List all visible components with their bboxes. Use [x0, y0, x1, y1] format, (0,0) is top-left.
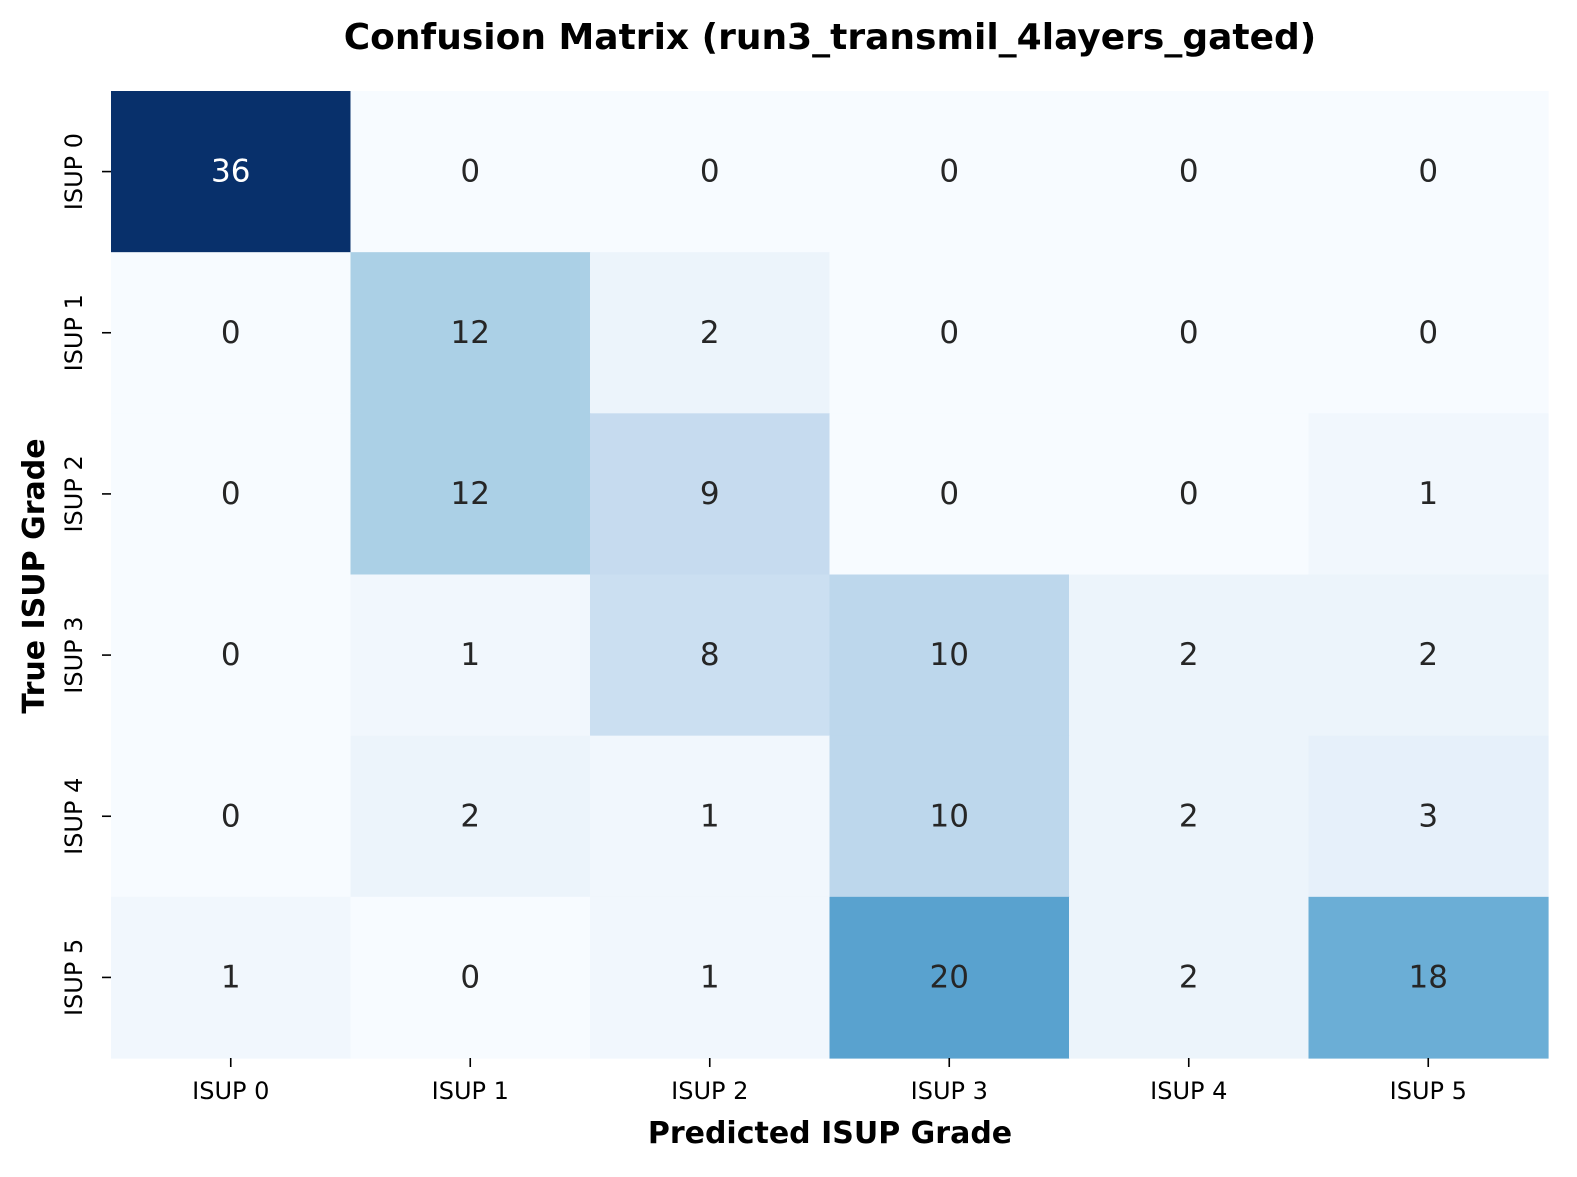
cell-value-label: 0	[1418, 315, 1438, 351]
heatmap-cell	[1308, 735, 1549, 898]
cell-value-label: 0	[939, 154, 959, 190]
cell-value-label: 3	[1418, 798, 1438, 834]
y-axis-ticks: ISUP 0 ISUP 1 ISUP 2 ISUP 3 ISUP 4 ISUP 5	[60, 133, 111, 1016]
heatmap-cell	[829, 413, 1070, 576]
heatmap-cell	[590, 252, 831, 414]
y-tick-label: ISUP 0	[60, 133, 88, 210]
x-axis-label: Predicted ISUP Grade	[648, 1116, 1012, 1151]
cell-value-label: 0	[460, 959, 480, 995]
heatmap-cell-labels: 36 0 0 0 0 00 12 2 0 0 00 12 9 0 0 10 1 8 10 2 20 2 1 10 2 31 0 1 20…	[211, 154, 1448, 996]
heatmap-cell	[350, 735, 591, 898]
cell-value-label: 2	[1179, 637, 1199, 673]
heatmap-cell	[829, 574, 1070, 737]
cell-value-label: 1	[1418, 476, 1438, 512]
cell-value-label: 0	[1179, 476, 1199, 512]
cell-value-label: 8	[700, 637, 720, 673]
cell-value-label: 0	[221, 637, 241, 673]
cell-value-label: 2	[1418, 637, 1438, 673]
heatmap-cell	[1069, 735, 1310, 898]
y-tick-label: ISUP 1	[60, 294, 88, 371]
cell-value-label: 1	[221, 959, 241, 995]
cell-value-label: 12	[451, 476, 490, 512]
cell-value-label: 2	[700, 315, 720, 351]
x-axis-ticks: ISUP 0 ISUP 1 ISUP 2 ISUP 3 ISUP 4 ISUP 5	[192, 1058, 1467, 1105]
x-tick-label: ISUP 0	[192, 1077, 269, 1105]
heatmap-cell	[1069, 252, 1310, 414]
cell-value-label: 1	[700, 798, 720, 834]
heatmap-cell	[829, 91, 1070, 253]
cell-value-label: 0	[1179, 154, 1199, 190]
heatmap-cell	[350, 896, 591, 1059]
cell-value-label: 0	[1418, 154, 1438, 190]
x-tick-label: ISUP 2	[671, 1077, 748, 1105]
x-tick-label: ISUP 1	[432, 1077, 509, 1105]
x-tick-label: ISUP 3	[911, 1077, 988, 1105]
heatmap-cell	[1308, 896, 1549, 1059]
heatmap-cell	[111, 896, 352, 1059]
cell-value-label: 9	[700, 476, 720, 512]
heatmap-cell	[1069, 896, 1310, 1059]
heatmap-cell	[1308, 574, 1549, 737]
heatmap-cell	[590, 91, 831, 253]
heatmap-cell	[829, 252, 1070, 414]
heatmap-cell	[350, 413, 591, 576]
cell-value-label: 2	[460, 798, 480, 834]
x-tick-label: ISUP 4	[1150, 1077, 1227, 1105]
cell-value-label: 2	[1179, 798, 1199, 834]
heatmap-cell	[111, 574, 352, 737]
heatmap-cell	[590, 735, 831, 898]
heatmap-cell	[1069, 91, 1310, 253]
heatmap-cell	[350, 252, 591, 414]
cell-value-label: 10	[930, 637, 969, 673]
heatmap-cell	[1308, 252, 1549, 414]
y-tick-label: ISUP 5	[60, 939, 88, 1016]
y-tick-label: ISUP 4	[60, 778, 88, 855]
cell-value-label: 18	[1409, 959, 1448, 995]
heatmap-cell	[590, 896, 831, 1059]
heatmap-cell	[1069, 413, 1310, 576]
heatmap-cell	[1308, 413, 1549, 576]
cell-value-label: 10	[930, 798, 969, 834]
cell-value-label: 0	[939, 476, 959, 512]
cell-value-label: 0	[1179, 315, 1199, 351]
heatmap-cell	[111, 735, 352, 898]
cell-value-label: 0	[221, 476, 241, 512]
cell-value-label: 0	[221, 798, 241, 834]
y-tick-label: ISUP 3	[60, 616, 88, 693]
heatmap-cell	[829, 896, 1070, 1059]
heatmap-cells	[111, 91, 1549, 1059]
y-axis-label: True ISUP Grade	[17, 438, 52, 713]
heatmap-cell	[1069, 574, 1310, 737]
cell-value-label: 0	[221, 315, 241, 351]
cell-value-label: 0	[939, 315, 959, 351]
heatmap-cell	[590, 574, 831, 737]
heatmap-cell	[590, 413, 831, 576]
cell-value-label: 0	[700, 154, 720, 190]
cell-value-label: 2	[1179, 959, 1199, 995]
heatmap-cell	[111, 91, 352, 253]
cell-value-label: 36	[211, 154, 250, 190]
cell-value-label: 1	[700, 959, 720, 995]
x-tick-label: ISUP 5	[1390, 1077, 1467, 1105]
cell-value-label: 20	[930, 959, 969, 995]
heatmap-cell	[111, 252, 352, 414]
y-tick-label: ISUP 2	[60, 455, 88, 532]
heatmap-cell	[1308, 91, 1549, 253]
chart-title: Confusion Matrix (run3_transmil_4layers_…	[344, 17, 1316, 58]
heatmap-cell	[111, 413, 352, 576]
heatmap-cell	[829, 735, 1070, 898]
cell-value-label: 1	[460, 637, 480, 673]
heatmap-cell	[350, 574, 591, 737]
cell-value-label: 0	[460, 154, 480, 190]
heatmap-cell	[350, 91, 591, 253]
cell-value-label: 12	[451, 315, 490, 351]
